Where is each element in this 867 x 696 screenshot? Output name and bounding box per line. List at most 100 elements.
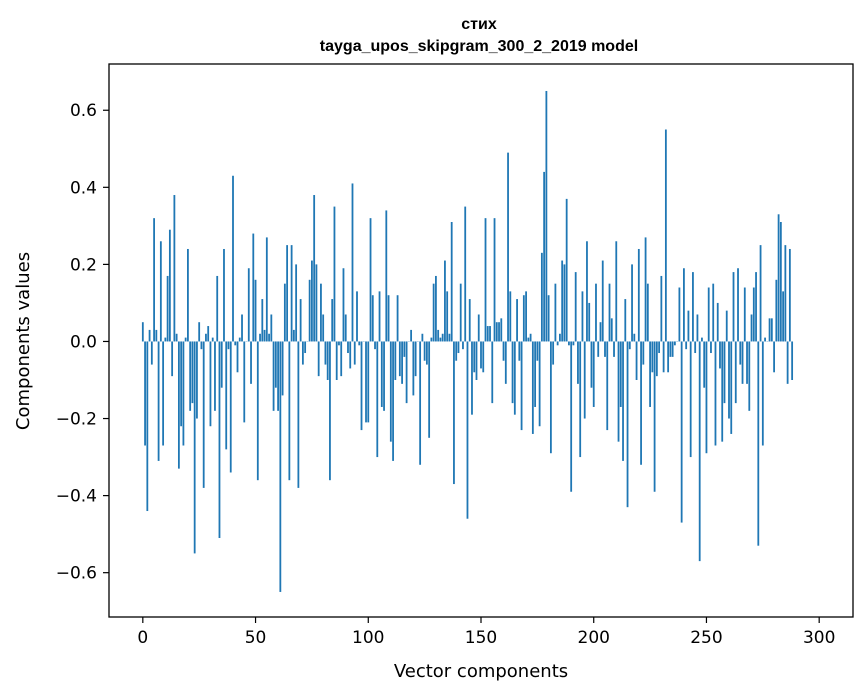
bar [698, 341, 701, 562]
bar [351, 183, 354, 342]
bar [272, 341, 275, 411]
bar [153, 218, 155, 342]
bar [265, 237, 268, 342]
bar [667, 341, 670, 373]
y-tick-label: −0.6 [56, 564, 97, 584]
bar [171, 341, 174, 377]
y-axis-label: Components values [13, 252, 34, 430]
bar [725, 310, 728, 342]
bar [734, 341, 737, 404]
bar [705, 341, 708, 454]
bar [223, 248, 225, 342]
bar [581, 291, 584, 342]
bar [304, 341, 307, 354]
bar [701, 337, 703, 342]
bar [595, 283, 597, 342]
bar [509, 291, 512, 342]
bar [495, 322, 498, 342]
axis-ticks: 0 50 100 150 200 250 300 −0.6 −0.4 −0.2 0.0 0.2 0.4 0… [56, 101, 836, 648]
bar [522, 295, 525, 342]
bar [527, 337, 530, 342]
bar [746, 341, 748, 384]
bar [383, 341, 385, 411]
bar [784, 245, 787, 342]
bar [574, 272, 577, 342]
bar [218, 341, 221, 538]
bar [637, 248, 640, 342]
bar [259, 333, 261, 342]
bar [565, 198, 568, 342]
bar [270, 314, 273, 342]
bar [694, 341, 697, 354]
bar [211, 337, 214, 342]
bar [360, 341, 363, 431]
bar [387, 295, 390, 342]
bar [588, 302, 591, 342]
bar [743, 287, 746, 342]
bar [572, 341, 575, 346]
bar [227, 341, 230, 350]
bar [710, 341, 712, 354]
bar [737, 268, 739, 342]
bar [559, 333, 561, 342]
bar [466, 341, 469, 519]
bar [281, 341, 284, 396]
bar [570, 341, 573, 492]
bar [421, 333, 424, 342]
bar [662, 341, 665, 373]
bar [200, 341, 203, 350]
bar [477, 314, 480, 342]
bar [556, 341, 559, 346]
bar [353, 341, 356, 365]
bar [723, 341, 726, 404]
bar [301, 341, 304, 365]
bar [730, 341, 733, 434]
bar [441, 333, 444, 342]
bar [252, 233, 255, 342]
y-tick-label: −0.2 [56, 410, 97, 430]
chart-title: стих [461, 16, 497, 33]
bar [728, 341, 730, 419]
bar-series [141, 90, 794, 592]
bar [660, 275, 663, 342]
bar [534, 341, 537, 407]
bar [342, 268, 345, 342]
bar [225, 341, 228, 450]
bar [315, 264, 318, 342]
bar [604, 341, 606, 357]
bar [664, 129, 667, 342]
bar [299, 299, 302, 342]
bar [687, 310, 690, 342]
bar [741, 341, 744, 384]
bar [635, 341, 638, 380]
bar [462, 341, 464, 350]
bar [489, 326, 491, 342]
bar [412, 341, 415, 396]
bar [786, 341, 789, 384]
bar [473, 341, 476, 373]
bar [398, 341, 401, 377]
bar [678, 287, 681, 342]
bar [367, 341, 370, 423]
bar [543, 171, 546, 342]
bar [189, 341, 192, 411]
bar [791, 341, 794, 380]
bar [326, 341, 329, 380]
bar [241, 314, 243, 342]
y-tick-label: 0.4 [70, 178, 97, 198]
bar [563, 264, 566, 342]
bar [148, 329, 151, 342]
bar [425, 341, 428, 365]
bar [430, 337, 433, 342]
bar [448, 333, 451, 342]
bar [216, 275, 219, 342]
bar [286, 245, 289, 342]
bar [680, 341, 683, 523]
bar [369, 218, 372, 342]
plot-frame [108, 63, 854, 618]
bar [502, 341, 505, 361]
bar [209, 341, 212, 427]
bar [446, 291, 449, 342]
bar [622, 341, 624, 461]
